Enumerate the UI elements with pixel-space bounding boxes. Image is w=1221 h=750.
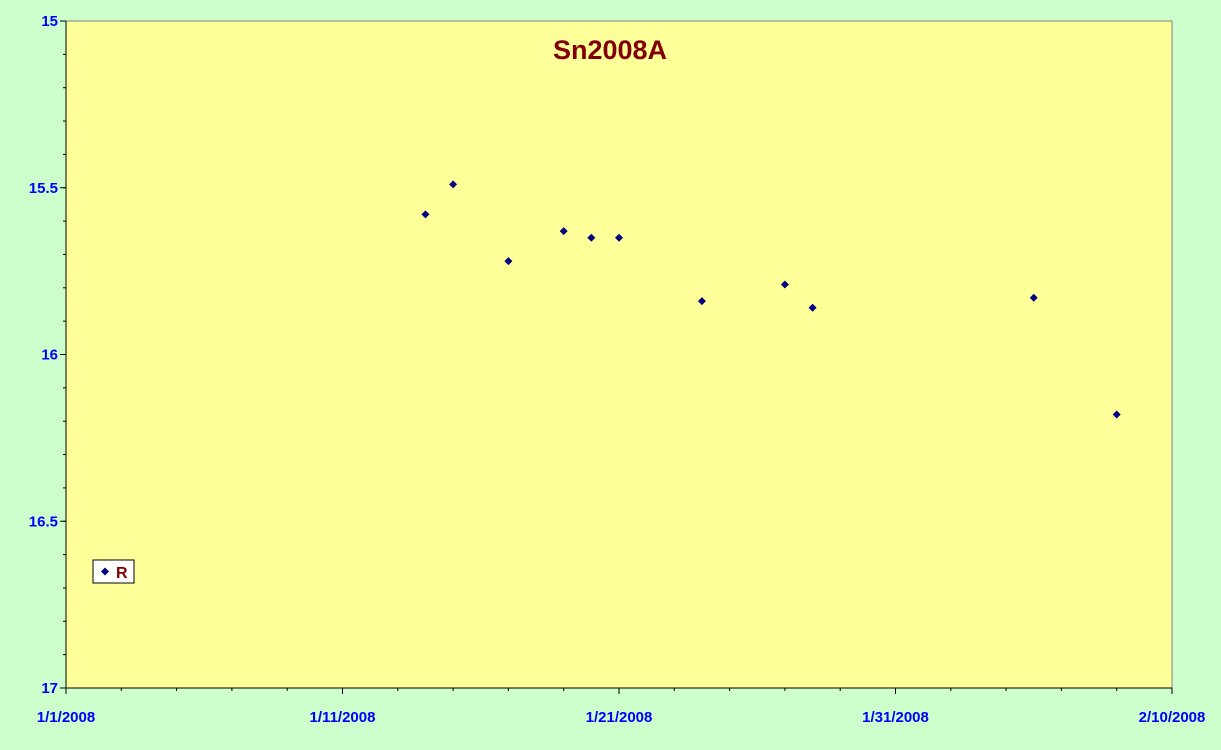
legend-label-r: R: [116, 565, 128, 582]
plot-area: [65, 20, 1173, 689]
axes: 15 15.5 16 16.5 17 1/1/2008 1/11/2008 1/21/2008…: [29, 13, 1206, 726]
y-tick-label: 15: [41, 13, 58, 30]
data-point-r: [615, 233, 623, 242]
x-tick-label: 2/10/2008: [1139, 709, 1206, 726]
data-point-r: [504, 257, 513, 266]
data-point-r: [697, 297, 706, 306]
legend-box: [92, 559, 135, 584]
y-tick-label: 15.5: [29, 180, 58, 197]
legend-marker-r: [101, 567, 109, 576]
data-point-r: [1112, 410, 1121, 419]
data-point-r: [587, 233, 596, 242]
data-points: [421, 180, 1121, 419]
x-tick-label: 1/11/2008: [310, 709, 376, 726]
data-point-r: [808, 303, 817, 312]
legend: R: [92, 559, 135, 584]
chart-title: Sn2008A: [553, 35, 667, 65]
x-tick-label: 1/21/2008: [586, 709, 653, 726]
x-tick-label: 1/31/2008: [862, 709, 929, 726]
y-tick-label: 17: [41, 680, 58, 697]
data-point-r: [449, 180, 458, 189]
y-tick-label: 16.5: [29, 513, 58, 530]
y-tick-label: 16: [41, 347, 58, 364]
x-tick-label: 1/1/2008: [37, 709, 95, 726]
data-point-r: [1029, 293, 1038, 302]
data-point-r: [421, 210, 430, 219]
data-point-r: [780, 280, 789, 289]
data-point-r: [559, 227, 568, 236]
